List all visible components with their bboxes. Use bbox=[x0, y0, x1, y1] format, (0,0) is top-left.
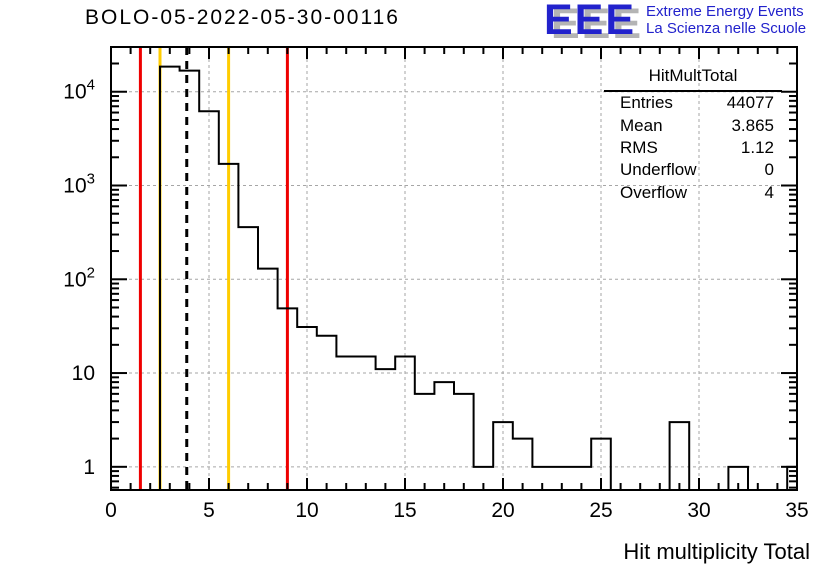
stats-row-rms: RMS 1.12 bbox=[604, 137, 782, 159]
svg-text:35: 35 bbox=[785, 499, 808, 522]
svg-text:102: 102 bbox=[63, 264, 95, 291]
svg-text:10: 10 bbox=[72, 362, 95, 385]
svg-text:104: 104 bbox=[63, 77, 95, 104]
stats-label: Entries bbox=[620, 93, 673, 113]
stats-value: 1.12 bbox=[740, 137, 774, 157]
eee-logo: EEE Extreme Energy Events La Scienza nel… bbox=[544, 0, 806, 44]
stats-value: 0 bbox=[764, 160, 774, 180]
stats-row-underflow: Underflow 0 bbox=[604, 159, 782, 181]
svg-text:103: 103 bbox=[63, 171, 95, 198]
eee-logo-subtitles: Extreme Energy Events La Scienza nelle S… bbox=[646, 0, 806, 37]
svg-text:30: 30 bbox=[687, 499, 710, 522]
stats-label: Mean bbox=[620, 115, 663, 135]
eee-logo-text: EEE bbox=[544, 0, 637, 44]
svg-text:25: 25 bbox=[589, 499, 612, 522]
stats-label: Underflow bbox=[620, 160, 697, 180]
svg-text:15: 15 bbox=[393, 499, 416, 522]
stats-box: HitMultTotal Entries 44077 Mean 3.865 RM… bbox=[604, 66, 782, 204]
stats-row-mean: Mean 3.865 bbox=[604, 114, 782, 136]
x-axis-title: Hit multiplicity Total bbox=[623, 539, 810, 564]
svg-text:20: 20 bbox=[491, 499, 514, 522]
svg-text:10: 10 bbox=[295, 499, 318, 522]
logo-subtitle-1: Extreme Energy Events bbox=[646, 3, 804, 20]
stats-label: Overflow bbox=[620, 182, 688, 202]
svg-text:1: 1 bbox=[83, 456, 95, 479]
svg-text:5: 5 bbox=[203, 499, 215, 522]
stats-row-entries: Entries 44077 bbox=[604, 92, 782, 114]
stats-row-overflow: Overflow 4 bbox=[604, 182, 782, 204]
stats-label: RMS bbox=[620, 137, 658, 157]
plot-title: BOLO-05-2022-05-30-00116 bbox=[85, 6, 400, 29]
stats-value: 4 bbox=[764, 182, 774, 202]
stats-value: 3.865 bbox=[731, 115, 774, 135]
stats-value: 44077 bbox=[726, 93, 774, 113]
stats-box-title: HitMultTotal bbox=[604, 66, 782, 92]
logo-subtitle-2: La Scienza nelle Scuole bbox=[646, 20, 807, 37]
svg-text:0: 0 bbox=[105, 499, 117, 522]
